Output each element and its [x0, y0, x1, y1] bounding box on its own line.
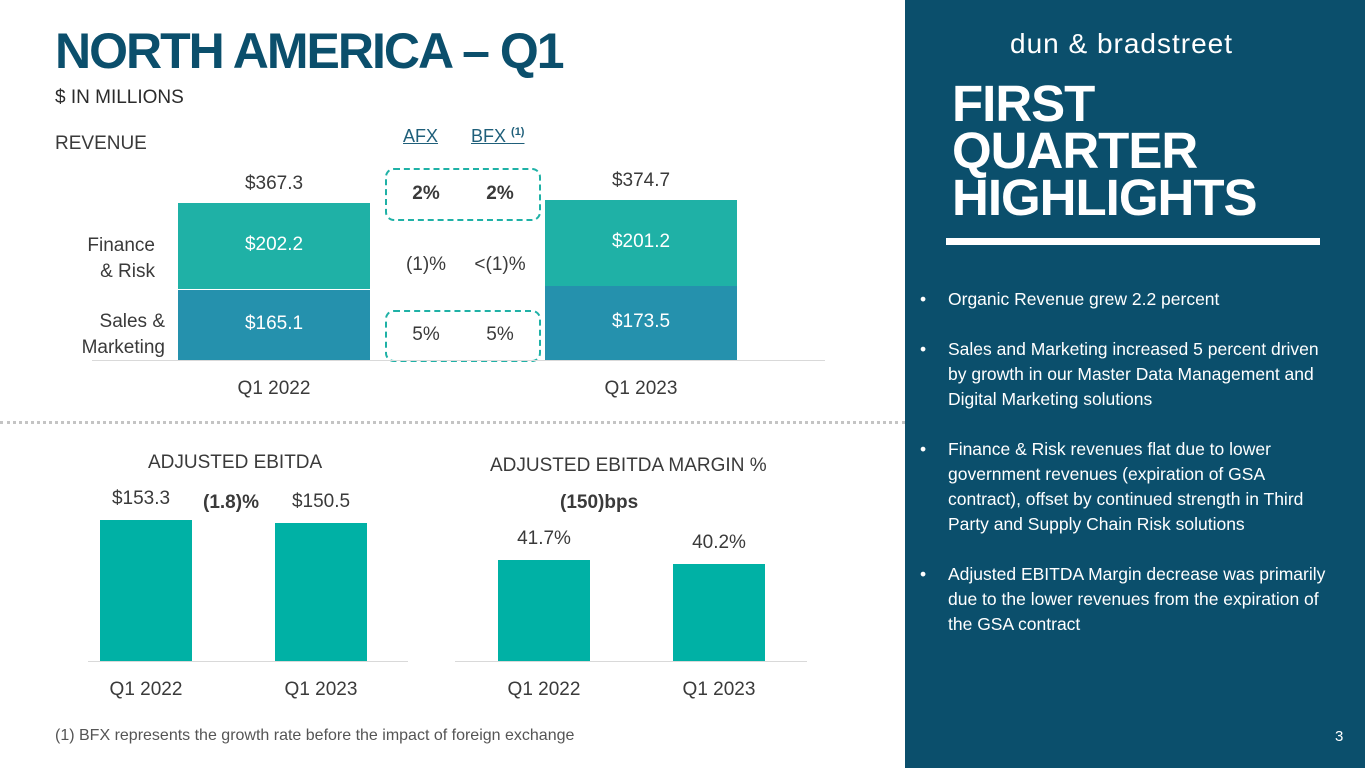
revenue-bar-sales-marketing [545, 285, 737, 360]
units-subtitle: $ IN MILLIONS [55, 87, 184, 108]
highlights-underline [946, 238, 1320, 245]
revenue-axis-line [92, 360, 825, 361]
highlights-title: FIRST QUARTER HIGHLIGHTS [952, 75, 1257, 226]
section-divider [0, 421, 905, 424]
total-growth-box [385, 168, 541, 221]
revenue-x-label: Q1 2022 [237, 378, 311, 399]
revenue-total-label: $374.7 [611, 170, 671, 191]
chart-value-label: 40.2% [692, 531, 746, 553]
highlights-list: Organic Revenue grew 2.2 percent Sales a… [920, 287, 1340, 662]
chart-value-label: 41.7% [517, 528, 571, 550]
sales-marketing-afx: 5% [412, 324, 440, 345]
chart-value-label: $153.3 [111, 488, 171, 509]
page-number: 3 [1335, 728, 1344, 745]
chart-bar [275, 522, 367, 661]
company-logo: dun & bradstreet [1010, 28, 1234, 59]
revenue-seg-label: $173.5 [611, 310, 671, 332]
revenue-label: REVENUE [55, 133, 147, 154]
highlight-item: Finance & Risk revenues flat due to lowe… [920, 437, 1340, 537]
chart-x-label: Q1 2022 [507, 679, 581, 700]
sales-marketing-growth-box [385, 310, 541, 362]
ebitda-label: ADJUSTED EBITDA [148, 452, 323, 473]
total-afx: 2% [412, 183, 440, 204]
afx-header: AFX [403, 126, 439, 146]
highlight-item: Adjusted EBITDA Margin decrease was prim… [920, 562, 1340, 637]
chart-x-label: Q1 2023 [284, 679, 358, 700]
chart-x-label: Q1 2022 [109, 679, 183, 700]
highlight-item: Sales and Marketing increased 5 percent … [920, 337, 1340, 412]
chart-x-label: Q1 2023 [682, 679, 756, 700]
revenue-seg-label: $165.1 [244, 312, 304, 334]
chart-bar [498, 560, 590, 661]
chart-bar [100, 520, 192, 661]
footnote: (1) BFX represents the growth rate befor… [55, 727, 575, 744]
margin-label: ADJUSTED EBITDA MARGIN % [490, 455, 767, 476]
revenue-bar-finance-risk [178, 203, 370, 290]
finance-risk-label: Finance & Risk [87, 235, 155, 282]
bfx-header-text: BFX [471, 126, 507, 146]
total-bfx: 2% [486, 183, 514, 204]
sales-marketing-label: Sales & Marketing [81, 311, 165, 358]
revenue-seg-label: $201.2 [611, 230, 671, 252]
revenue-seg-label: $202.2 [244, 234, 304, 256]
chart-axis-line [455, 661, 807, 662]
highlight-item: Organic Revenue grew 2.2 percent [920, 287, 1340, 312]
finance-risk-bfx: <(1)% [474, 254, 526, 275]
bfx-footnote-ref: (1) [511, 126, 525, 138]
revenue-total-label: $367.3 [244, 173, 304, 195]
revenue-bar-sales-marketing [178, 289, 370, 360]
bfx-header: BFX (1) [471, 126, 524, 147]
margin-change: (150)bps [560, 492, 639, 513]
sales-marketing-bfx: 5% [486, 324, 514, 345]
chart-axis-line [88, 661, 408, 662]
finance-risk-afx: (1)% [405, 254, 447, 275]
chart-bar [673, 563, 765, 661]
ebitda-change: (1.8)% [203, 492, 259, 513]
revenue-bar-finance-risk [545, 200, 737, 286]
chart-value-label: $150.5 [291, 490, 351, 512]
page-title: NORTH AMERICA – Q1 [55, 23, 565, 79]
revenue-x-label: Q1 2023 [604, 378, 678, 399]
